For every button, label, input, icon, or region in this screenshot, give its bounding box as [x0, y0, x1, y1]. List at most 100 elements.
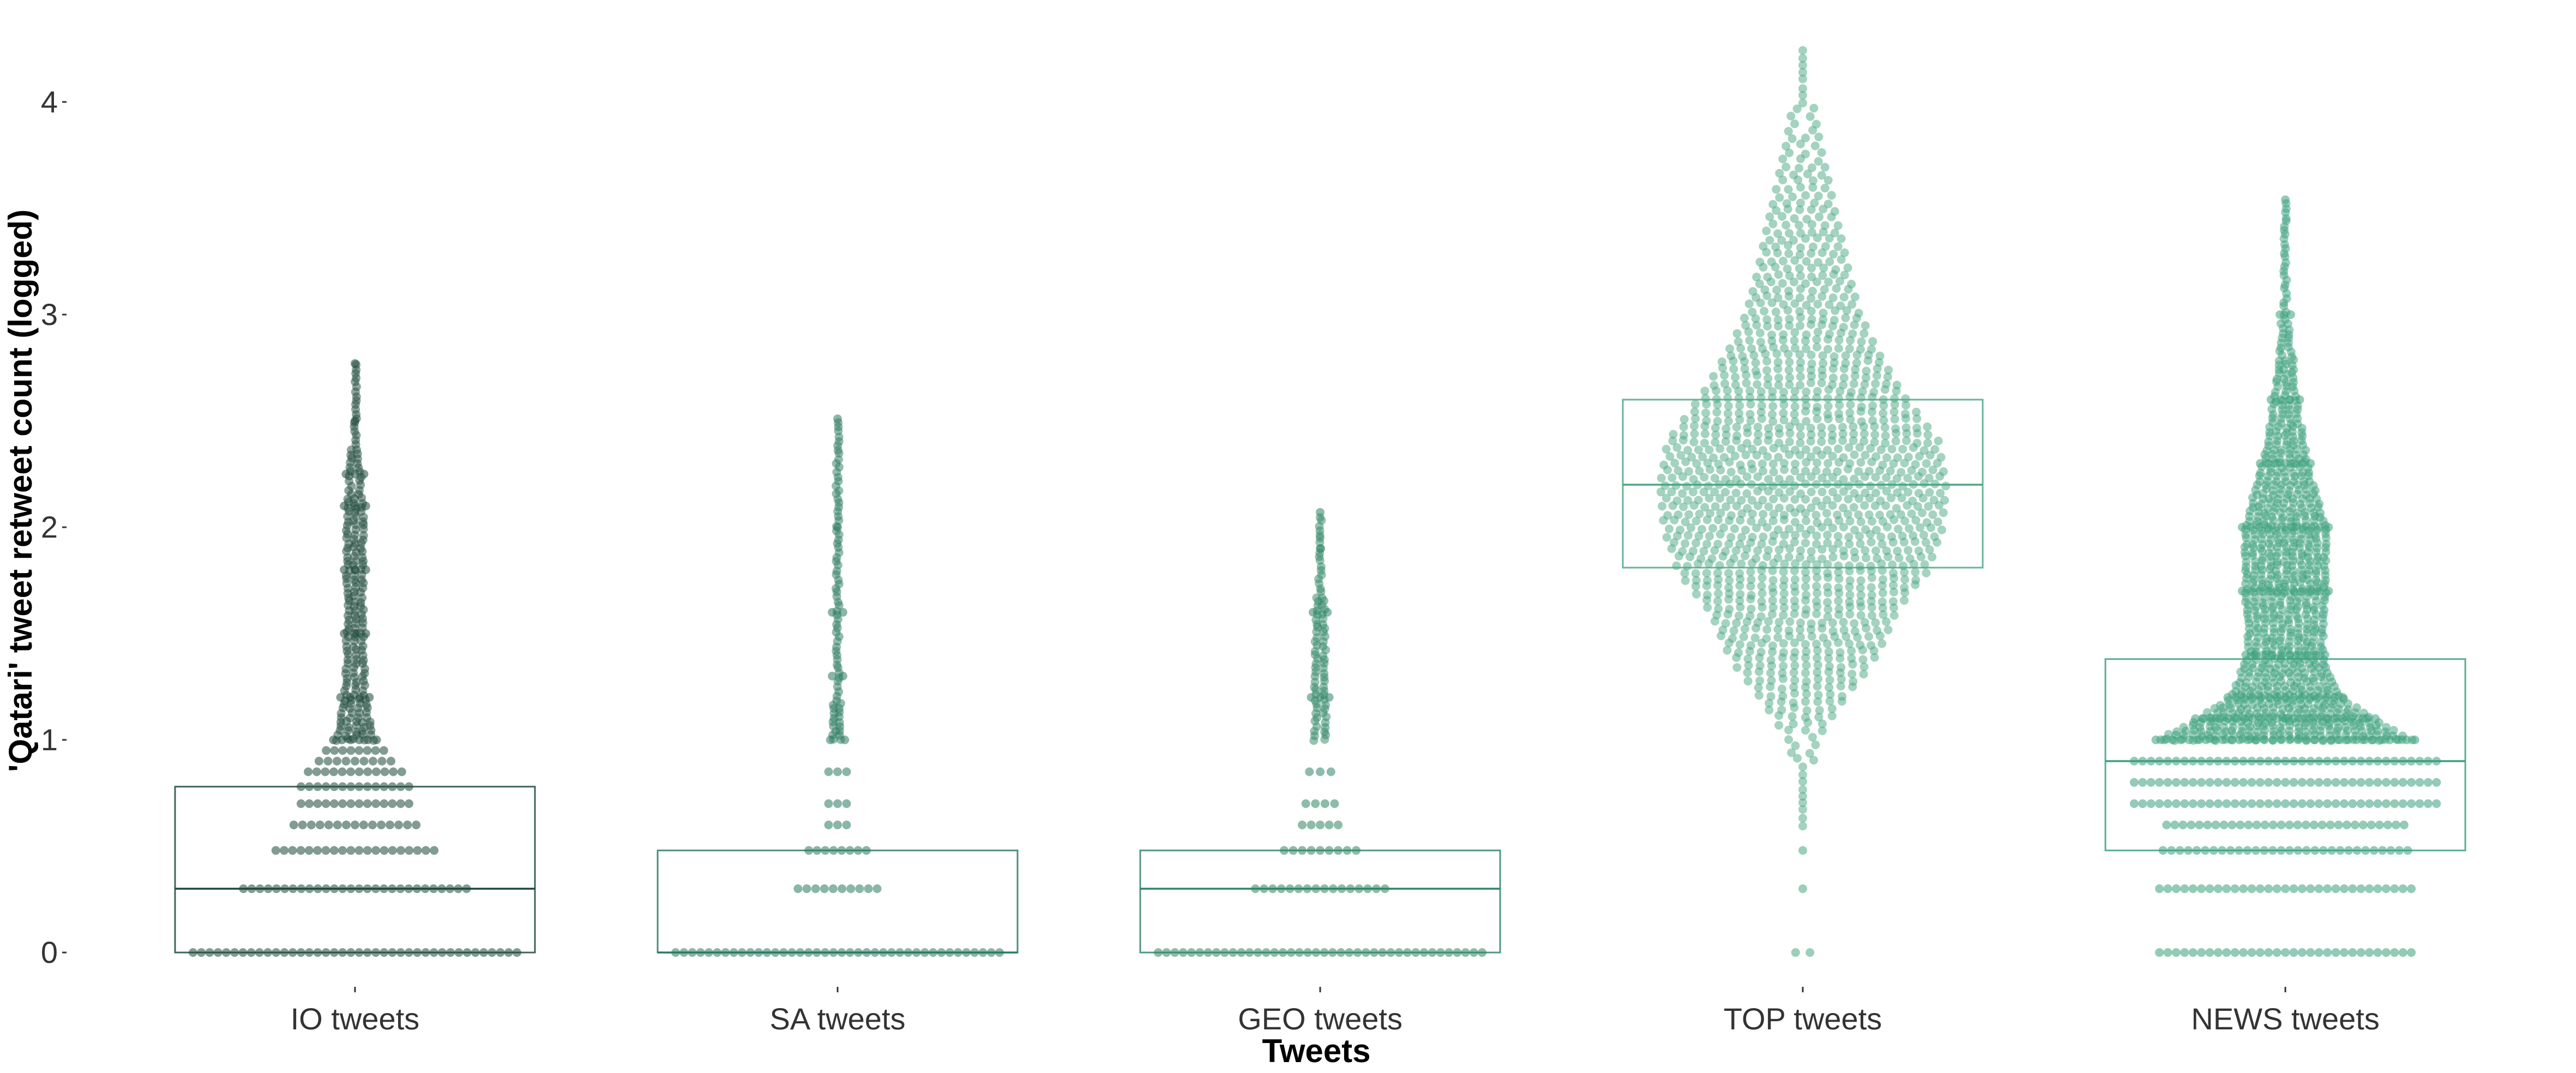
data-point: [1763, 452, 1772, 461]
data-point: [1854, 467, 1863, 476]
data-point: [2342, 821, 2351, 829]
data-point: [324, 821, 333, 829]
data-point: [1780, 465, 1789, 474]
data-point: [1749, 351, 1759, 360]
data-point: [1724, 539, 1734, 548]
data-point: [1688, 487, 1698, 497]
data-point: [1812, 566, 1821, 575]
data-point: [1700, 429, 1710, 438]
data-point: [2180, 884, 2189, 893]
data-point: [1672, 561, 1681, 570]
data-point: [1807, 359, 1816, 369]
data-point: [1877, 540, 1887, 549]
data-point: [304, 767, 313, 776]
data-point: [1823, 582, 1832, 592]
data-point: [1828, 552, 1838, 562]
data-point: [1759, 242, 1768, 251]
data-point: [1688, 546, 1698, 556]
data-point: [1817, 292, 1827, 301]
data-point: [1894, 525, 1903, 534]
data-point: [2306, 884, 2315, 893]
data-point: [1922, 568, 1931, 577]
data-point: [2314, 948, 2324, 957]
data-point: [1820, 285, 1829, 294]
data-point: [1812, 540, 1821, 548]
data-point: [1771, 308, 1780, 317]
data-point: [371, 746, 380, 755]
data-point: [2356, 799, 2366, 808]
data-point: [341, 757, 351, 765]
data-point: [1790, 495, 1799, 504]
data-point: [1839, 373, 1849, 382]
data-point: [1886, 466, 1895, 475]
data-point: [296, 846, 305, 855]
data-point: [2213, 948, 2223, 957]
data-point: [1833, 532, 1843, 541]
data-point: [1719, 523, 1728, 532]
data-point: [1784, 286, 1793, 296]
data-point: [1779, 575, 1789, 584]
data-point: [1898, 481, 1907, 491]
data-point: [1859, 429, 1869, 438]
data-point: [2358, 821, 2368, 829]
data-point: [1678, 472, 1687, 481]
data-point: [1748, 287, 1758, 296]
data-point: [1849, 677, 1858, 686]
data-point: [1705, 493, 1714, 503]
data-point: [1856, 611, 1865, 620]
data-point: [1334, 821, 1343, 829]
data-point: [1801, 538, 1810, 547]
data-point: [1768, 583, 1777, 592]
data-point: [1841, 351, 1850, 360]
data-point: [1851, 365, 1860, 374]
data-point: [1843, 509, 1852, 519]
data-point: [2276, 634, 2285, 643]
data-point: [1679, 422, 1688, 431]
data-point: [1785, 437, 1794, 447]
data-point: [1752, 273, 1761, 282]
data-point: [1898, 532, 1907, 541]
data-point: [1796, 423, 1805, 432]
data-point: [1798, 777, 1807, 786]
data-point: [338, 746, 347, 755]
data-point: [1828, 373, 1838, 383]
data-point: [2239, 778, 2248, 787]
data-point: [1844, 533, 1853, 541]
data-point: [1737, 559, 1746, 568]
data-point: [802, 884, 811, 893]
data-point: [1900, 568, 1909, 577]
data-point: [1726, 351, 1736, 360]
data-point: [1812, 560, 1821, 569]
data-point: [1887, 493, 1895, 503]
data-point: [1911, 568, 1920, 577]
data-point: [1774, 503, 1784, 513]
data-point: [1768, 576, 1778, 585]
data-point: [1774, 453, 1783, 462]
data-point: [1787, 712, 1797, 721]
data-point: [1815, 706, 1824, 715]
data-point: [1692, 539, 1701, 547]
data-point: [1790, 336, 1799, 345]
data-point: [1817, 618, 1827, 628]
data-point: [2289, 884, 2298, 893]
data-point: [380, 799, 389, 808]
data-point: [1839, 292, 1849, 302]
data-point: [1798, 91, 1807, 100]
data-point: [1714, 589, 1723, 598]
data-point: [1795, 350, 1804, 359]
data-point: [1802, 677, 1811, 686]
data-point: [1940, 496, 1949, 505]
data-point: [1743, 423, 1752, 432]
data-point: [1802, 257, 1811, 266]
data-point: [1320, 799, 1329, 808]
data-point: [1741, 551, 1749, 560]
data-point: [1780, 531, 1789, 540]
data-point: [1773, 553, 1783, 563]
data-point: [1822, 495, 1832, 504]
data-point: [1803, 170, 1812, 178]
data-point: [1682, 481, 1692, 491]
data-point: [1813, 414, 1822, 424]
data-point: [1758, 496, 1767, 505]
data-point: [1758, 344, 1767, 353]
data-point: [1755, 661, 1765, 670]
